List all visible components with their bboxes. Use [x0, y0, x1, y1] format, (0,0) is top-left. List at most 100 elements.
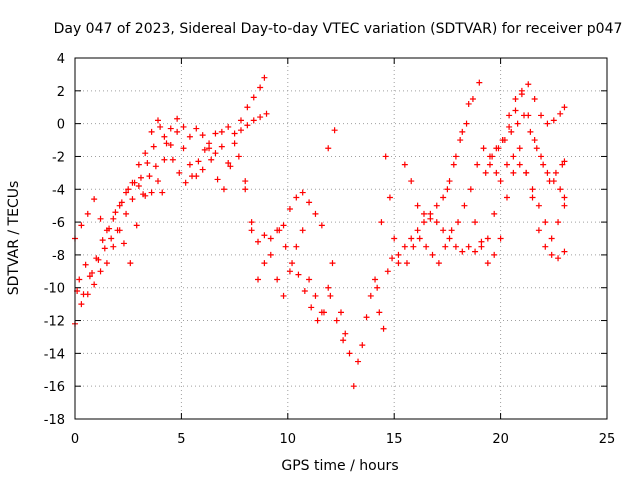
data-point [242, 178, 249, 185]
data-point [112, 209, 119, 216]
data-point [220, 186, 227, 193]
data-point [174, 128, 181, 135]
data-point [261, 232, 268, 239]
series-track-6 [235, 153, 336, 316]
data-point [342, 330, 349, 337]
data-point [533, 145, 540, 152]
data-point [542, 219, 549, 226]
data-point [82, 261, 89, 268]
x-tick-label: 0 [71, 432, 79, 447]
data-point [312, 292, 319, 299]
data-point [435, 260, 442, 267]
data-point [561, 248, 568, 255]
data-point [163, 140, 170, 147]
data-point [167, 125, 174, 132]
data-point [484, 260, 491, 267]
data-point [484, 235, 491, 242]
data-point [186, 133, 193, 140]
data-point [516, 161, 523, 168]
data-point [327, 292, 334, 299]
data-point [206, 145, 213, 152]
data-point [142, 150, 149, 157]
data-point [280, 222, 287, 229]
data-point [231, 140, 238, 147]
data-marks [72, 74, 568, 390]
x-tick-label: 5 [177, 432, 185, 447]
y-tick-label: -18 [44, 413, 65, 428]
data-point [129, 196, 136, 203]
axes: 0 5 10 15 20 25 -18 -16 -14 -12 -10 -8 -6 -4 -2 0 2 4 [44, 52, 616, 447]
data-point [474, 161, 481, 168]
data-point [420, 210, 427, 217]
data-point [99, 237, 106, 244]
data-point [440, 194, 447, 201]
data-point [333, 317, 340, 324]
data-point [255, 276, 262, 283]
x-tick-label: 10 [280, 432, 297, 447]
data-point [446, 178, 453, 185]
data-point [510, 169, 517, 176]
y-tick-label: -6 [52, 216, 65, 231]
data-point [529, 194, 536, 201]
series-track-7 [276, 227, 347, 344]
y-axis-label: SDTVAR / TECUs [6, 181, 22, 296]
data-point [401, 161, 408, 168]
data-point [457, 137, 464, 144]
series-track-11 [408, 100, 568, 267]
data-point [154, 117, 161, 124]
data-point [427, 215, 434, 222]
data-point [448, 227, 455, 234]
data-point [552, 169, 559, 176]
data-point [237, 117, 244, 124]
data-point [131, 179, 138, 186]
data-point [416, 235, 423, 242]
data-point [555, 219, 562, 226]
data-point [318, 222, 325, 229]
data-point [212, 130, 219, 137]
data-point [329, 260, 336, 267]
data-point [263, 110, 270, 117]
data-point [118, 199, 125, 206]
data-point [76, 276, 83, 283]
data-point [110, 243, 117, 250]
data-point [218, 143, 225, 150]
series-track-13 [444, 79, 568, 193]
chart-title: Day 047 of 2023, Sidereal Day-to-day VTE… [54, 21, 623, 37]
series-track-10 [395, 145, 568, 258]
data-point [548, 235, 555, 242]
data-point [193, 125, 200, 132]
data-point [535, 227, 542, 234]
data-point [78, 222, 85, 229]
series-track-5 [242, 127, 338, 245]
data-point [472, 248, 479, 255]
data-point [525, 81, 532, 88]
data-point [218, 128, 225, 135]
data-point [244, 122, 251, 129]
y-tick-label: 2 [57, 85, 65, 100]
data-point [478, 243, 485, 250]
series-track-14 [486, 81, 568, 160]
data-point [114, 227, 121, 234]
data-point [201, 146, 208, 153]
data-point [186, 161, 193, 168]
grid [75, 58, 607, 419]
data-point [289, 260, 296, 267]
data-point [535, 202, 542, 209]
data-point [382, 153, 389, 160]
data-point [512, 96, 519, 103]
data-point [140, 191, 147, 198]
data-point [338, 309, 344, 316]
data-point [340, 337, 347, 344]
data-point [463, 120, 470, 127]
data-point [372, 276, 379, 283]
data-point [199, 132, 206, 139]
data-point [208, 156, 215, 163]
data-point [325, 284, 332, 291]
y-tick-label: -12 [44, 315, 65, 330]
data-point [331, 127, 338, 134]
data-point [480, 145, 487, 152]
data-point [225, 160, 232, 167]
data-point [312, 210, 319, 217]
data-point [250, 117, 257, 124]
